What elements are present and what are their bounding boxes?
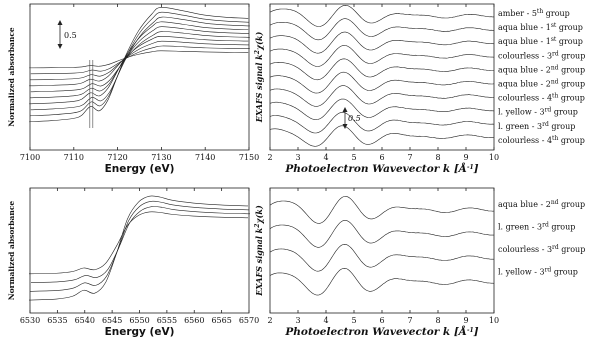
x-tick-label: 6545 (102, 316, 122, 325)
x-axis-label: Energy (eV) (105, 163, 175, 175)
legend-entry: l. green - 3rd group (498, 221, 575, 232)
xanes-fe-spectrum (29, 40, 250, 81)
x-tick-label: 2 (267, 153, 272, 162)
x-tick-label: 7110 (64, 153, 84, 162)
x-tick-label: 5 (351, 316, 356, 325)
legend-entry: aqua blue - 1st group (498, 22, 583, 32)
x-tick-label: 7140 (195, 153, 215, 162)
legend-entry: amber - 5th group (498, 8, 570, 19)
xanes-mn-spectrum (30, 206, 250, 283)
xanes-fe-spectrum (29, 11, 250, 117)
x-tick-label: 6535 (47, 316, 67, 325)
exafs-fe-spectrum (269, 71, 495, 94)
scale-arrow-down-icon (342, 124, 348, 129)
scale-arrow-up-icon (342, 107, 348, 112)
x-tick-label: 6565 (211, 316, 231, 325)
x-tick-label: 4 (323, 153, 328, 162)
exafs-fe-spectrum (269, 125, 495, 147)
legend-entry: l. green - 3rd group (498, 120, 575, 131)
scale-label: 0.5 (64, 31, 77, 40)
exafs-fe-spectrum (269, 112, 495, 134)
xanes-fe-spectrum (29, 50, 249, 69)
plot-frame (29, 3, 250, 151)
x-tick-label: 9 (463, 316, 468, 325)
x-tick-label: 5 (351, 153, 356, 162)
x-tick-label: 7130 (151, 153, 171, 162)
exafs-fe-panel: amber - 5th group aqua blue - 1st group aq… (254, 3, 585, 175)
y-axis-label: Normalized absorbance (7, 27, 16, 127)
legend-entry: aqua blue - 2nd group (498, 78, 585, 89)
xanes-fe-spectrum (29, 36, 249, 87)
exafs-mn-spectrum (269, 220, 494, 248)
x-tick-label: 4 (323, 316, 328, 325)
legend-entry: aqua blue - 1st group (498, 36, 583, 47)
x-tick-label: 3 (295, 316, 300, 325)
xanes-mn-spectrum (29, 211, 249, 275)
x-axis-label: Photoelectron Wavevector k [Å-1] (284, 324, 478, 338)
exafs-fe-spectrum (269, 18, 494, 41)
x-tick-label: 10 (489, 316, 499, 325)
x-tick-label: 6555 (157, 316, 177, 325)
scale-label: 0.5 (348, 114, 361, 123)
exafs-fe-spectrum (269, 31, 495, 54)
legend-entry: l. yellow - 3rd group (498, 266, 578, 277)
x-tick-label: 10 (489, 153, 499, 162)
xanes-fe-spectrum (30, 45, 250, 75)
exafs-fe-spectrum (269, 45, 495, 67)
xanes-fe-panel: 7100 7110 7120 7130 7140 7150 0.5 Normalized ab… (7, 3, 259, 175)
plot-frame (269, 187, 495, 314)
scale-arrow-down-icon (57, 44, 63, 49)
scale-arrow-up-icon (57, 20, 63, 25)
x-tick-label: 8 (435, 316, 440, 325)
plot-frame (269, 3, 495, 151)
exafs-mn-spectrum (269, 196, 495, 224)
xanes-mn-spectrum (28, 195, 249, 301)
legend-entry: colourless - 4th group (498, 92, 585, 103)
x-tick-label: 7 (407, 153, 412, 162)
xanes-mn-panel: 6530 6535 6540 6545 6550 6555 6560 6565 6570 Norm… (7, 187, 259, 338)
xanes-mn-spectrum (29, 200, 250, 292)
legend-entry: aqua blue - 2nd group (498, 64, 585, 75)
xanes-fe-spectrum (30, 16, 250, 111)
exafs-mn-panel: aqua blue - 2nd group l. green - 3rd grou… (254, 187, 585, 338)
legend-entry: colourless - 4th group (498, 134, 585, 145)
legend-entry: colourless - 3rd group (498, 50, 585, 61)
y-axis-label: EXAFS signal k2χ(k) (254, 205, 265, 297)
x-axis-label: Energy (eV) (105, 326, 175, 338)
exafs-mn-spectrum (269, 243, 494, 272)
exafs-fe-spectrum (269, 98, 495, 121)
exafs-fe-spectrum (269, 58, 494, 81)
y-axis-label: EXAFS signal k2χ(k) (254, 32, 265, 124)
x-tick-label: 9 (463, 153, 468, 162)
x-tick-label: 7150 (239, 153, 259, 162)
x-tick-label: 6560 (184, 316, 204, 325)
x-tick-label: 6570 (239, 316, 259, 325)
x-tick-label: 6540 (75, 316, 95, 325)
x-tick-label: 2 (267, 316, 272, 325)
x-tick-label: 6 (379, 153, 384, 162)
x-tick-label: 7100 (20, 153, 40, 162)
x-tick-label: 6 (379, 316, 384, 325)
x-tick-label: 8 (435, 153, 440, 162)
x-axis-label: Photoelectron Wavevector k [Å-1] (284, 161, 478, 175)
x-tick-label: 6530 (20, 316, 40, 325)
x-tick-label: 7120 (107, 153, 127, 162)
exafs-mn-spectrum (269, 267, 495, 296)
legend-entry: l. yellow - 3rd group (498, 106, 578, 117)
xanes-fe-spectrum (29, 7, 249, 123)
y-axis-label: Normalized absorbance (7, 201, 16, 301)
x-tick-label: 7 (407, 316, 412, 325)
exafs-fe-spectrum (269, 85, 495, 107)
x-tick-label: 3 (295, 153, 300, 162)
xanes-fe-spectrum (30, 31, 250, 93)
legend-entry: colourless - 3rd group (498, 244, 585, 255)
exafs-fe-spectrum (269, 4, 494, 27)
legend-entry: aqua blue - 2nd group (498, 199, 585, 210)
x-tick-label: 6550 (129, 316, 149, 325)
